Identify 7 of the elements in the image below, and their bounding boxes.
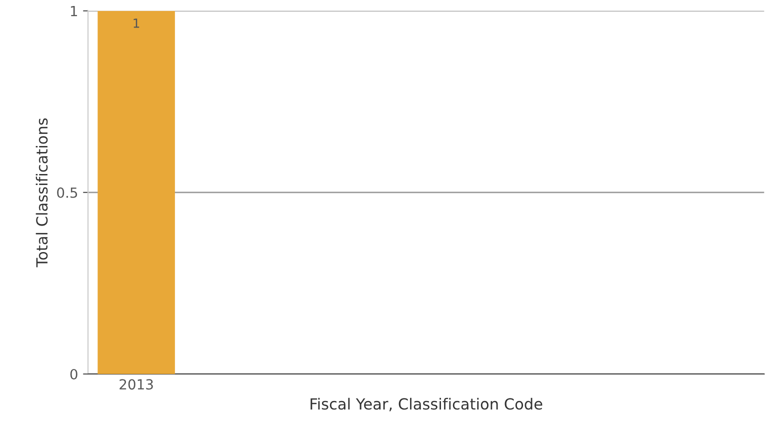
y-axis-title: Total Classifications — [36, 118, 48, 268]
y-tick-label: 0 — [70, 368, 78, 380]
y-tick-label: 1 — [70, 6, 77, 16]
x-axis-title: Fiscal Year, Classification Code — [310, 398, 542, 412]
y-tick-label: 0.5 — [57, 187, 78, 198]
data-label: 1 — [134, 18, 140, 28]
x-tick-label: 2013 — [120, 379, 153, 390]
